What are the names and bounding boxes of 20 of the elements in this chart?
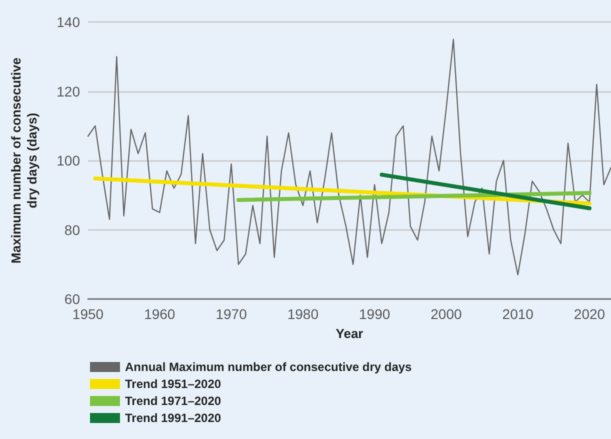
y-tick-label: 80 — [64, 222, 80, 238]
x-tick-label: 1950 — [72, 306, 104, 322]
x-tick-label: 1980 — [287, 306, 319, 322]
y-tick-label: 140 — [56, 14, 80, 30]
x-tick-label: 1960 — [144, 306, 176, 322]
y-tick-label: 100 — [56, 152, 80, 168]
x-tick-label: 2000 — [430, 306, 462, 322]
x-tick-label: 2020 — [574, 306, 606, 322]
legend-label: Trend 1951–2020 — [125, 377, 222, 391]
legend-label: Trend 1991–2020 — [125, 411, 222, 425]
y-axis-title: Maximum number of consecutive dry days (days) — [8, 58, 40, 264]
legend-label: Trend 1971–2020 — [125, 394, 222, 408]
x-tick-label: 2010 — [502, 306, 534, 322]
x-tick-label: 1990 — [358, 306, 390, 322]
y-tick-label: 60 — [64, 291, 80, 307]
y-tick-label: 120 — [56, 83, 80, 100]
x-tick-label: 1970 — [216, 306, 248, 322]
legend-label: Annual Maximum number of consecutive dry days — [125, 360, 412, 374]
line-series — [87, 38, 611, 276]
x-axis-title: Year — [336, 326, 364, 341]
